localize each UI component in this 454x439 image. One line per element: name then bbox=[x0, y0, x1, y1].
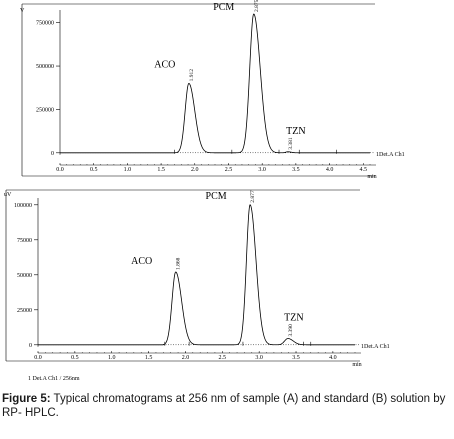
retention-time-label: 2.875 bbox=[254, 0, 260, 12]
retention-time-label: 3.381 bbox=[288, 137, 294, 150]
peak-name-label: ACO bbox=[154, 59, 175, 70]
retention-time-label: 3.390 bbox=[288, 324, 294, 337]
channel-label: 1Det.A Ch1 bbox=[376, 152, 405, 158]
x-tick-label: 0.0 bbox=[56, 167, 64, 173]
peak-name-label: TZN bbox=[284, 313, 303, 324]
y-tick-label: 500000 bbox=[36, 64, 54, 70]
x-tick-label: 0.5 bbox=[71, 355, 79, 361]
y-tick-label: 25000 bbox=[17, 308, 32, 314]
y-tick-label: 50000 bbox=[17, 273, 32, 279]
y-tick-label: 750000 bbox=[36, 21, 54, 27]
x-axis-label: min bbox=[367, 174, 376, 180]
x-tick-label: 0.0 bbox=[34, 355, 42, 361]
x-tick-label: 2.5 bbox=[225, 167, 233, 173]
x-tick-label: 1.0 bbox=[108, 355, 116, 361]
chromatogram-a-plot: V 750000 500000 250000 0 0.0 0.5 1.0 1.5 2.0 2.5 3.… bbox=[20, 0, 405, 180]
y-unit-label: uV bbox=[4, 192, 12, 198]
channel-label: 1Det.A Ch1 bbox=[361, 344, 390, 350]
y-unit-label: V bbox=[20, 8, 25, 14]
retention-time-label: 2.877 bbox=[250, 190, 256, 203]
chromatogram-b: uV 100000 75000 50000 25000 0 0.0 0.5 1.0 1.5 2.0 2… bbox=[0, 186, 454, 386]
x-tick-label: 1.0 bbox=[124, 167, 132, 173]
x-tick-label: 2.0 bbox=[191, 167, 199, 173]
y-tick-label: 0 bbox=[29, 343, 32, 349]
peak-name-label: TZN bbox=[286, 126, 305, 137]
peak-name-label: PCM bbox=[213, 2, 234, 13]
chromatogram-trace bbox=[60, 13, 370, 154]
peak-name-label: ACO bbox=[131, 256, 152, 267]
x-tick-label: 2.5 bbox=[219, 355, 227, 361]
caption-text: Typical chromatograms at 256 nm of sampl… bbox=[2, 393, 446, 419]
chromatogram-trace bbox=[38, 204, 355, 346]
x-axis-label: min bbox=[352, 362, 361, 368]
x-tick-label: 1.5 bbox=[157, 167, 165, 173]
x-tick-label: 3.5 bbox=[292, 355, 300, 361]
y-tick-label: 0 bbox=[51, 151, 54, 157]
x-tick-label: 2.0 bbox=[182, 355, 190, 361]
caption-label: Figure 5: bbox=[2, 393, 51, 405]
retention-time-label: 1.912 bbox=[189, 69, 195, 82]
y-tick-label: 75000 bbox=[17, 238, 32, 244]
x-tick-label: 1.5 bbox=[145, 355, 153, 361]
figure-caption: Figure 5: Typical chromatograms at 256 n… bbox=[2, 392, 452, 420]
y-tick-label: 250000 bbox=[36, 107, 54, 113]
x-tick-label: 0.5 bbox=[90, 167, 98, 173]
x-tick-label: 3.5 bbox=[292, 167, 300, 173]
y-tick-label: 100000 bbox=[14, 203, 32, 209]
peak-name-label: PCM bbox=[206, 191, 227, 202]
detector-footnote: 1 Det.A Ch1 / 256nm bbox=[28, 376, 80, 382]
x-tick-label: 3.0 bbox=[255, 355, 263, 361]
chromatogram-a: V 750000 500000 250000 0 0.0 0.5 1.0 1.5 2.0 2.5 3.… bbox=[0, 0, 454, 184]
x-tick-label: 4.0 bbox=[326, 167, 334, 173]
x-tick-label: 4.0 bbox=[329, 355, 337, 361]
retention-time-label: 1.868 bbox=[176, 257, 182, 270]
x-tick-label: 4.5 bbox=[360, 167, 368, 173]
x-tick-label: 3.0 bbox=[258, 167, 266, 173]
